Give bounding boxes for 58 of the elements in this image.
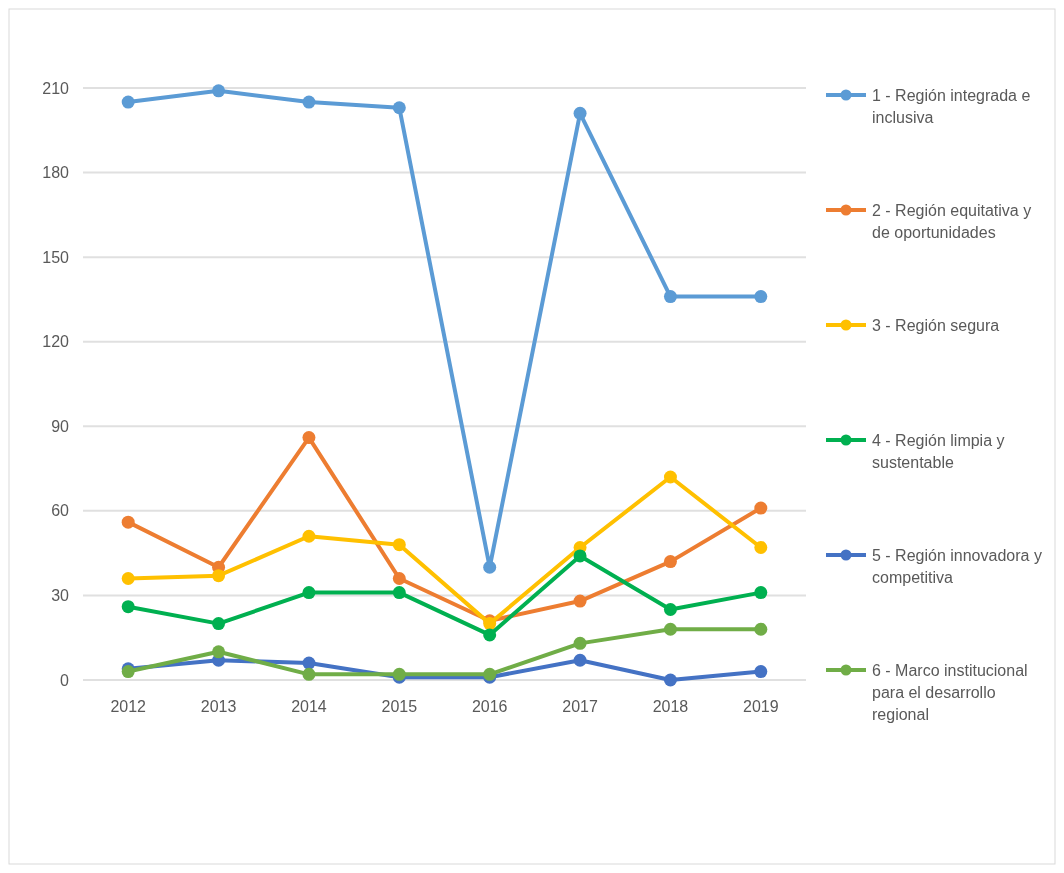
point [121, 600, 135, 614]
x-tick-label: 2019 [743, 698, 779, 715]
y-tick-label: 150 [42, 248, 70, 266]
point [754, 541, 768, 555]
y-tick-label: 30 [51, 587, 70, 605]
x-tick-label: 2018 [652, 698, 689, 715]
x-tick-label: 2014 [291, 698, 327, 715]
legend-label: 6 - Marco institucional para el desarrollo regional [872, 661, 1028, 724]
y-tick-label: 180 [42, 164, 70, 182]
point [573, 549, 587, 563]
point [663, 470, 677, 484]
point [663, 290, 677, 304]
point [302, 431, 316, 445]
legend-label: 2 - Región equitativa y de oportunidades [872, 201, 1032, 241]
y-tick-label: 90 [51, 417, 70, 435]
point [392, 101, 406, 115]
point [121, 95, 135, 109]
y-tick-label: 60 [51, 502, 70, 520]
point [212, 645, 226, 659]
point [663, 622, 677, 636]
x-tick-label: 2016 [471, 698, 508, 715]
legend-label: 4 - Región limpia y sustentable [872, 431, 1005, 471]
point [212, 84, 226, 98]
y-tick-label: 0 [60, 671, 70, 689]
point [392, 572, 406, 586]
x-tick-label: 2012 [110, 698, 147, 715]
point [663, 673, 677, 687]
point [302, 586, 316, 600]
point [483, 560, 497, 574]
point [754, 622, 768, 636]
point [754, 501, 768, 515]
point [483, 628, 497, 642]
point [663, 555, 677, 569]
point [302, 529, 316, 543]
point [302, 667, 316, 681]
point [573, 653, 587, 667]
point [754, 586, 768, 600]
point [754, 290, 768, 304]
x-tick-label: 2013 [200, 698, 237, 715]
point [573, 594, 587, 608]
point [121, 515, 135, 529]
point [121, 572, 135, 586]
x-tick-label: 2015 [381, 698, 418, 715]
point [392, 538, 406, 552]
point [212, 617, 226, 631]
point [754, 665, 768, 679]
point [302, 95, 316, 109]
y-tick-label: 120 [42, 333, 70, 351]
point [212, 569, 226, 583]
point [392, 586, 406, 600]
point [573, 636, 587, 650]
point [663, 603, 677, 617]
point [573, 106, 587, 120]
y-tick-label: 210 [42, 79, 70, 97]
legend-label: 1 - Región integrada e inclusiva [872, 86, 1031, 126]
legend-label: 5 - Región innovadora y competitiva [872, 546, 1042, 586]
legend-label: 3 - Región segura [872, 316, 1000, 334]
x-tick-label: 2017 [562, 698, 598, 715]
